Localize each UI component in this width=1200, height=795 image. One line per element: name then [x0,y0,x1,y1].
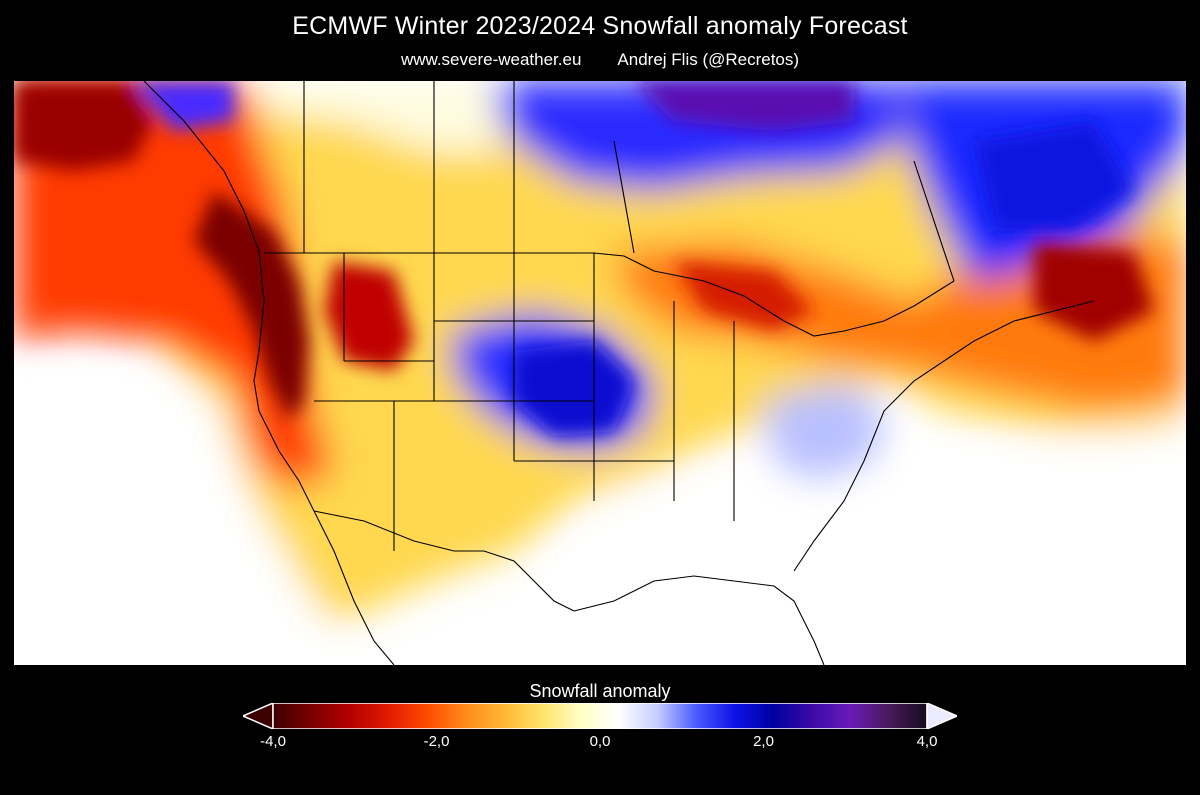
colorbar-tick-label: 0,0 [589,733,611,750]
colorbar-tick-label: 4,0 [916,733,938,750]
boundaries [143,81,1095,665]
colorbar-gradient [272,703,928,729]
snowfall-anomaly-map [14,81,1186,665]
colorbar-tick-label: -4,0 [260,733,286,750]
colorbar [243,703,957,729]
colorbar-tick-label: -2,0 [423,733,450,750]
colorbar-tick-label: 2,0 [753,733,774,750]
colorbar-ticks: -4,0 -2,0 0,0 2,0 4,0 [0,733,1200,757]
author-credit: Andrej Flis (@Recretos) [617,50,800,69]
anomaly-field [14,81,1186,665]
map-title: ECMWF Winter 2023/2024 Snowfall anomaly … [292,12,908,40]
colorbar-high-extension [926,703,957,729]
colorbar-low-extension [243,703,274,729]
map-canvas [14,81,1186,665]
subtitle: www.severe-weather.eu Andrej Flis (@Recre… [0,50,1200,70]
source-site: www.severe-weather.eu [400,50,582,69]
colorbar-label: Snowfall anomaly [529,681,671,701]
